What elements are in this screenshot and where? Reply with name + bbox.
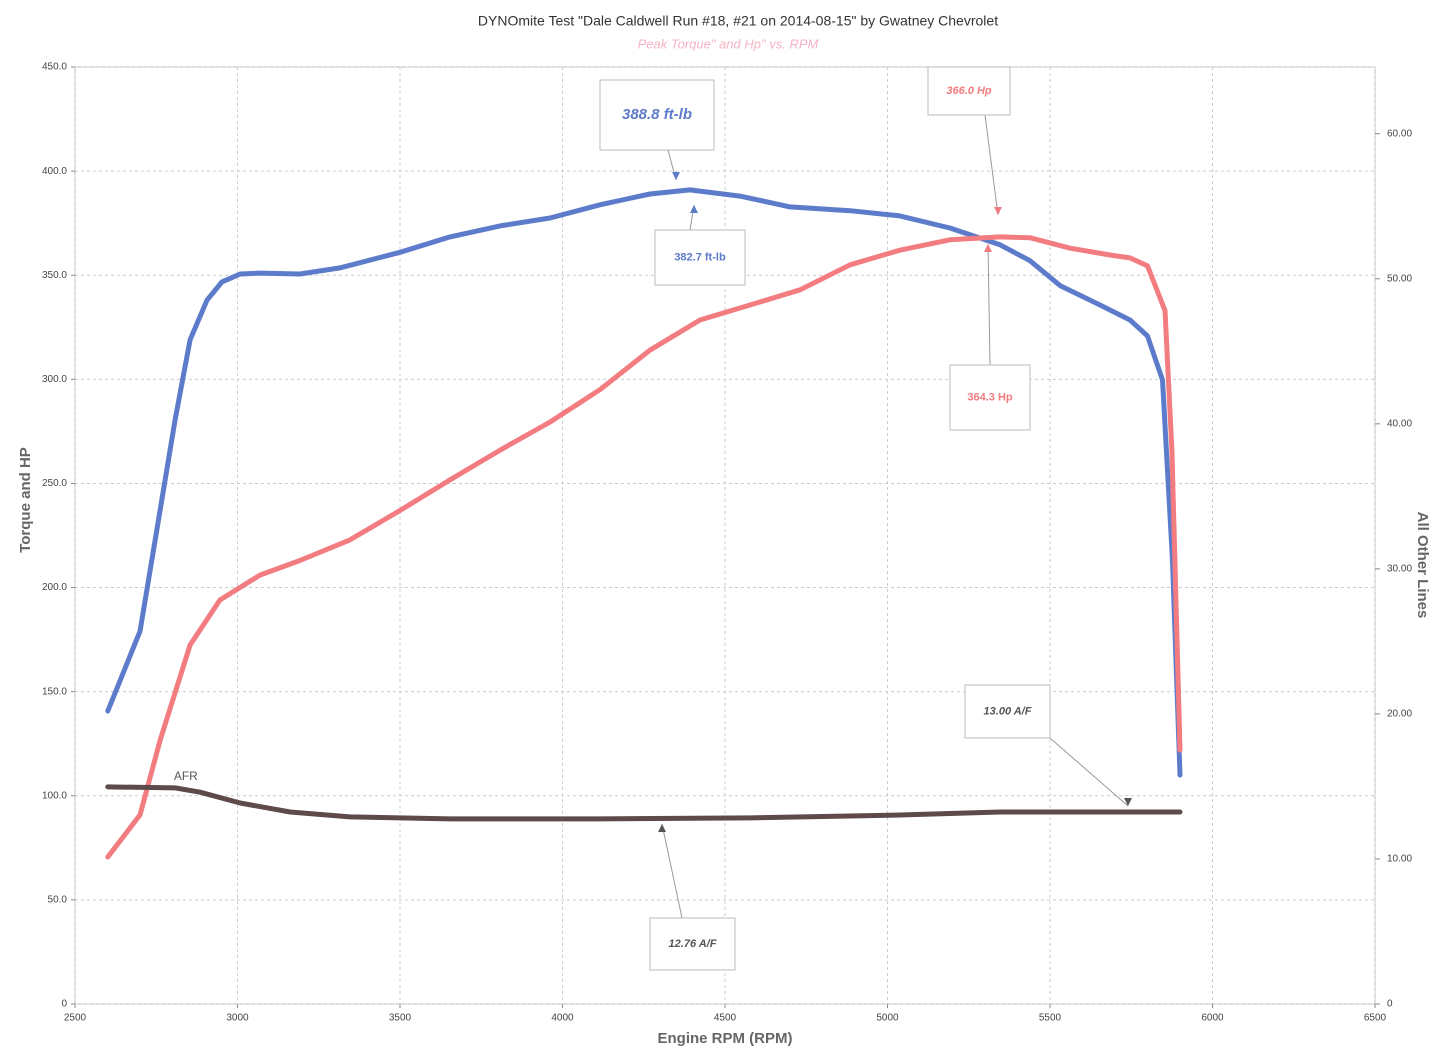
- annotation-label: 366.0 Hp: [946, 85, 992, 97]
- annotation-box: [949, 364, 1031, 431]
- y2-tick-label: 40.00: [1387, 418, 1412, 429]
- y-tick-label: 50.0: [48, 895, 68, 906]
- series-line: [105, 784, 1183, 822]
- series-line: [105, 234, 1183, 860]
- y-tick-label: 200.0: [42, 582, 67, 593]
- arrow-head: [1124, 798, 1132, 806]
- annotation-arrow: [987, 243, 991, 366]
- x-tick-label: 3500: [389, 1013, 412, 1024]
- annotation-box: [599, 79, 715, 151]
- annotation-box: [964, 684, 1051, 739]
- y2-tick-label: 50.00: [1387, 273, 1412, 284]
- x-tick-label: 5500: [1039, 1013, 1062, 1024]
- x-axis-label: Engine RPM (RPM): [658, 1030, 793, 1047]
- series-line: [105, 187, 1183, 778]
- y2-tick-label: 10.00: [1387, 854, 1412, 865]
- arrow-head: [984, 244, 992, 252]
- chart-title: DYNOmite Test "Dale Caldwell Run #18, #2…: [478, 13, 998, 29]
- annotation-arrow: [661, 823, 683, 919]
- arrow-head: [658, 824, 666, 832]
- x-tick-label: 6500: [1364, 1013, 1387, 1024]
- y-tick-label: 250.0: [42, 478, 67, 489]
- y-tick-label: 400.0: [42, 166, 67, 177]
- annotation-label: 12.76 A/F: [669, 938, 717, 950]
- annotation-label: 13.00 A/F: [984, 705, 1032, 717]
- y-tick-label: 300.0: [42, 374, 67, 385]
- x-tick-label: 4500: [714, 1013, 737, 1024]
- annotation-arrow: [1049, 737, 1129, 807]
- y-axis-label: Torque and HP: [17, 447, 34, 553]
- arrow-head: [994, 207, 1002, 215]
- y-tick-label: 450.0: [42, 62, 67, 73]
- x-tick-label: 6000: [1201, 1013, 1224, 1024]
- y-tick-label: 0: [61, 999, 67, 1010]
- x-tick-label: 5000: [876, 1013, 899, 1024]
- y2-tick-label: 0: [1387, 999, 1393, 1010]
- annotation-label: 382.7 ft-lb: [674, 251, 726, 263]
- series-label: AFR: [174, 769, 198, 783]
- y2-tick-label: 20.00: [1387, 709, 1412, 720]
- x-tick-label: 2500: [64, 1013, 87, 1024]
- chart-subtitle: Peak Torque" and Hp" vs. RPM: [638, 36, 819, 51]
- annotation-arrow: [984, 114, 999, 216]
- arrow-head: [690, 205, 698, 213]
- y-tick-label: 350.0: [42, 270, 67, 281]
- annotation-label: 364.3 Hp: [967, 391, 1013, 403]
- annotation-label: 388.8 ft-lb: [622, 106, 692, 123]
- y2-axis-label: All Other Lines: [1414, 512, 1431, 619]
- y-tick-label: 100.0: [42, 790, 67, 801]
- y-tick-label: 150.0: [42, 686, 67, 697]
- x-tick-label: 4000: [551, 1013, 574, 1024]
- x-tick-label: 3000: [226, 1013, 249, 1024]
- arrow-head: [672, 172, 680, 180]
- annotation-box: [654, 229, 746, 286]
- y2-tick-label: 60.00: [1387, 128, 1412, 139]
- annotation-box: [649, 917, 736, 971]
- y2-tick-label: 30.00: [1387, 564, 1412, 575]
- annotation-box: [927, 66, 1011, 116]
